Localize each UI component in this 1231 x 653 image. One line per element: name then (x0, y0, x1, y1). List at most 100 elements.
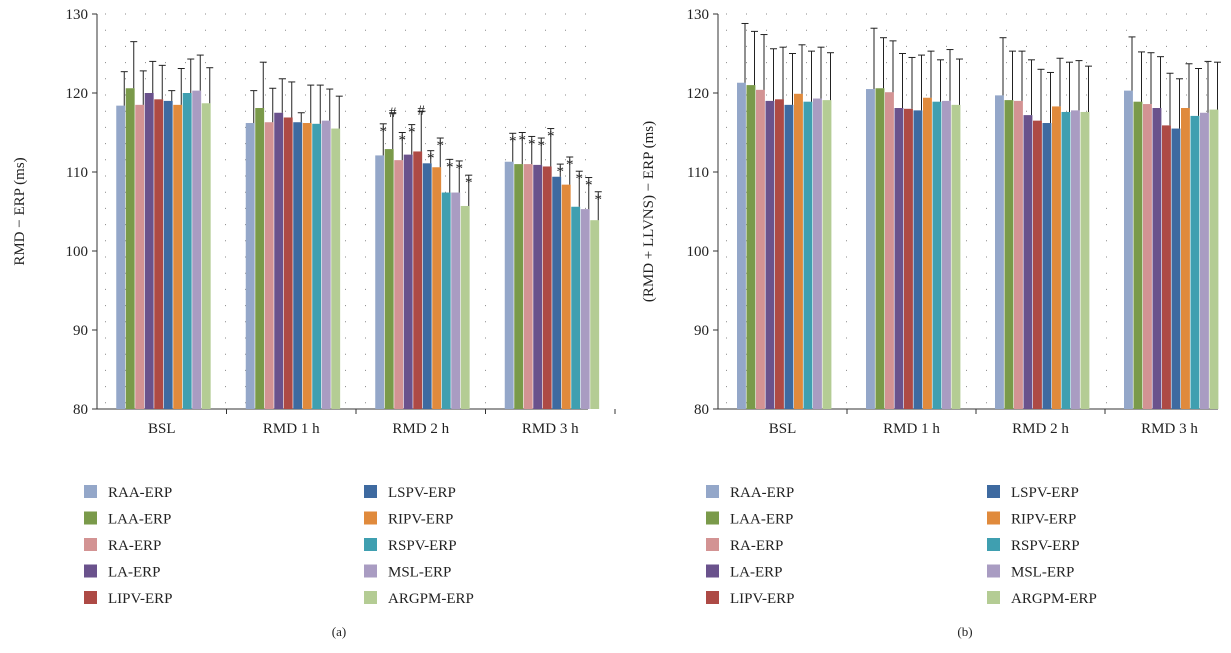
legend-swatch (84, 511, 97, 525)
bar (163, 100, 173, 410)
bar (875, 88, 885, 409)
significance-marker: * (538, 138, 546, 154)
significance-marker: * (399, 133, 407, 149)
bar (173, 104, 183, 409)
bar (866, 89, 875, 410)
x-category-label: BSL (148, 421, 176, 437)
bar (293, 122, 303, 409)
bar (885, 92, 894, 410)
bar (154, 99, 164, 409)
legend-swatch (364, 538, 377, 551)
legend-label: LIPV-ERP (108, 591, 172, 607)
significance-marker: * (437, 138, 445, 154)
legend-label: LA-ERP (730, 565, 783, 581)
y-tick-label: 120 (687, 86, 710, 102)
y-tick-label: 130 (687, 7, 710, 23)
bar (1200, 112, 1209, 409)
bar (135, 104, 145, 409)
legend-swatch (987, 485, 1000, 498)
bar (312, 123, 322, 409)
legend-swatch (364, 511, 377, 525)
x-category-label: BSL (769, 421, 797, 437)
bar (775, 99, 784, 409)
significance-marker: * (456, 161, 464, 177)
significance-marker: * (446, 159, 454, 175)
significance-marker: * (576, 171, 584, 187)
legend-label: RSPV-ERP (388, 538, 457, 554)
legend-swatch (706, 485, 719, 498)
bar (375, 155, 385, 409)
legend-swatch (987, 564, 1000, 578)
significance-marker: * (566, 157, 574, 173)
significance-marker: # (418, 103, 426, 119)
bar (255, 108, 265, 409)
bar (413, 151, 423, 409)
legend: RAA-ERP LAA-ERP RA-ERP LA-ERP LIPV-ERP LSPV-E… (706, 485, 1097, 607)
bar (1023, 115, 1033, 410)
panel-label: (a) (332, 624, 346, 639)
significance-marker: * (509, 133, 517, 149)
legend-swatch (706, 511, 719, 525)
legend-label: LIPV-ERP (730, 591, 794, 607)
bar (125, 88, 135, 409)
y-tick-label: 80 (694, 402, 709, 418)
bar (274, 112, 284, 409)
bar (1080, 111, 1090, 410)
bar (302, 123, 312, 410)
bar (756, 89, 765, 409)
x-category-label: RMD 2 h (392, 421, 449, 437)
bar (1152, 108, 1162, 409)
legend-label: ARGPM-ERP (388, 591, 474, 607)
bar (245, 123, 255, 410)
bar (1143, 104, 1152, 409)
legend-label: MSL-ERP (1011, 565, 1074, 581)
bar (182, 93, 192, 409)
legend-swatch (84, 538, 97, 551)
significance-marker: * (465, 175, 473, 191)
bar (264, 122, 274, 409)
legend-label: RAA-ERP (730, 485, 794, 501)
bar (822, 100, 832, 410)
y-tick-label: 120 (66, 86, 89, 102)
bar (951, 104, 961, 409)
y-tick-label: 90 (694, 323, 709, 339)
bar (441, 192, 451, 409)
bar (1052, 106, 1061, 410)
y-tick-label: 100 (66, 244, 89, 260)
bar (422, 163, 432, 409)
legend-label: RA-ERP (108, 538, 161, 554)
significance-marker: * (408, 125, 416, 141)
legend-label: RSPV-ERP (1011, 538, 1080, 554)
bar (523, 164, 533, 409)
bar (813, 98, 822, 409)
chart-panel-a: 80 90 100 110 120 130 RMD − ERP (ms) BSL RMD 1 h… (12, 7, 616, 639)
bar (1209, 109, 1219, 409)
bar (201, 103, 211, 410)
legend: RAA-ERP LAA-ERP RA-ERP LA-ERP LIPV-ERP LSPV-E… (84, 485, 474, 607)
legend-swatch (364, 485, 377, 498)
x-category-label: RMD 2 h (1012, 421, 1069, 437)
x-category-label: RMD 1 h (883, 421, 940, 437)
bar (460, 205, 470, 409)
legend-label: ARGPM-ERP (1011, 591, 1097, 607)
y-tick-label: 90 (73, 323, 88, 339)
bar (1014, 100, 1023, 410)
bar (1042, 123, 1052, 410)
legend-label: LA-ERP (108, 565, 161, 581)
legend-label: RIPV-ERP (388, 512, 453, 528)
legend-swatch (987, 538, 1000, 551)
bar (1162, 125, 1171, 409)
legend-label: LAA-ERP (730, 512, 793, 528)
bar (1181, 108, 1190, 409)
bar (765, 100, 775, 410)
bar (803, 101, 813, 409)
legend-label: LAA-ERP (108, 512, 171, 528)
bar (580, 209, 590, 409)
legend-label: RA-ERP (730, 538, 783, 554)
significance-marker: * (528, 136, 536, 152)
bar (384, 149, 394, 409)
bar (1061, 111, 1071, 410)
significance-marker: * (519, 133, 527, 149)
bar (904, 108, 913, 410)
